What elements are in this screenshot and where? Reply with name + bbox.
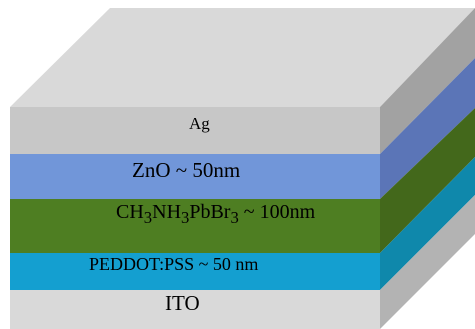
zno-layer-label: ZnO ~ 50nm xyxy=(132,158,241,182)
perovskite-formula-part: NH xyxy=(152,201,182,223)
perovskite-layer-front-face xyxy=(10,199,380,253)
ag-layer-side-face xyxy=(380,8,475,154)
pedot-layer-label: PEDDOT:PSS ~ 50 nm xyxy=(89,254,259,274)
perovskite-layer-label: CH3NH3PbBr3 ~ 100nm xyxy=(116,202,315,227)
pedot-layer-front-face xyxy=(10,253,380,290)
zno-layer-side-face xyxy=(380,58,475,199)
zno-layer-front-face xyxy=(10,154,380,199)
perovskite-thickness: ~ 100nm xyxy=(238,201,316,223)
ito-layer-side-face xyxy=(380,195,475,329)
perovskite-formula-subscript: 3 xyxy=(143,208,153,227)
ag-layer-label: Ag xyxy=(189,114,210,133)
ag-layer-front-face xyxy=(10,107,380,154)
perovskite-formula-subscript: 3 xyxy=(181,208,190,227)
perovskite-layer-side-face xyxy=(380,108,475,253)
ag-layer-top-face xyxy=(10,8,475,107)
perovskite-formula-part: PbBr xyxy=(189,201,231,223)
ito-layer-label: ITO xyxy=(165,291,200,315)
perovskite-formula-part: CH xyxy=(116,201,144,223)
ito-layer-front-face xyxy=(10,290,380,329)
perovskite-formula-subscript: 3 xyxy=(230,208,239,227)
pedot-layer-side-face xyxy=(380,157,475,290)
